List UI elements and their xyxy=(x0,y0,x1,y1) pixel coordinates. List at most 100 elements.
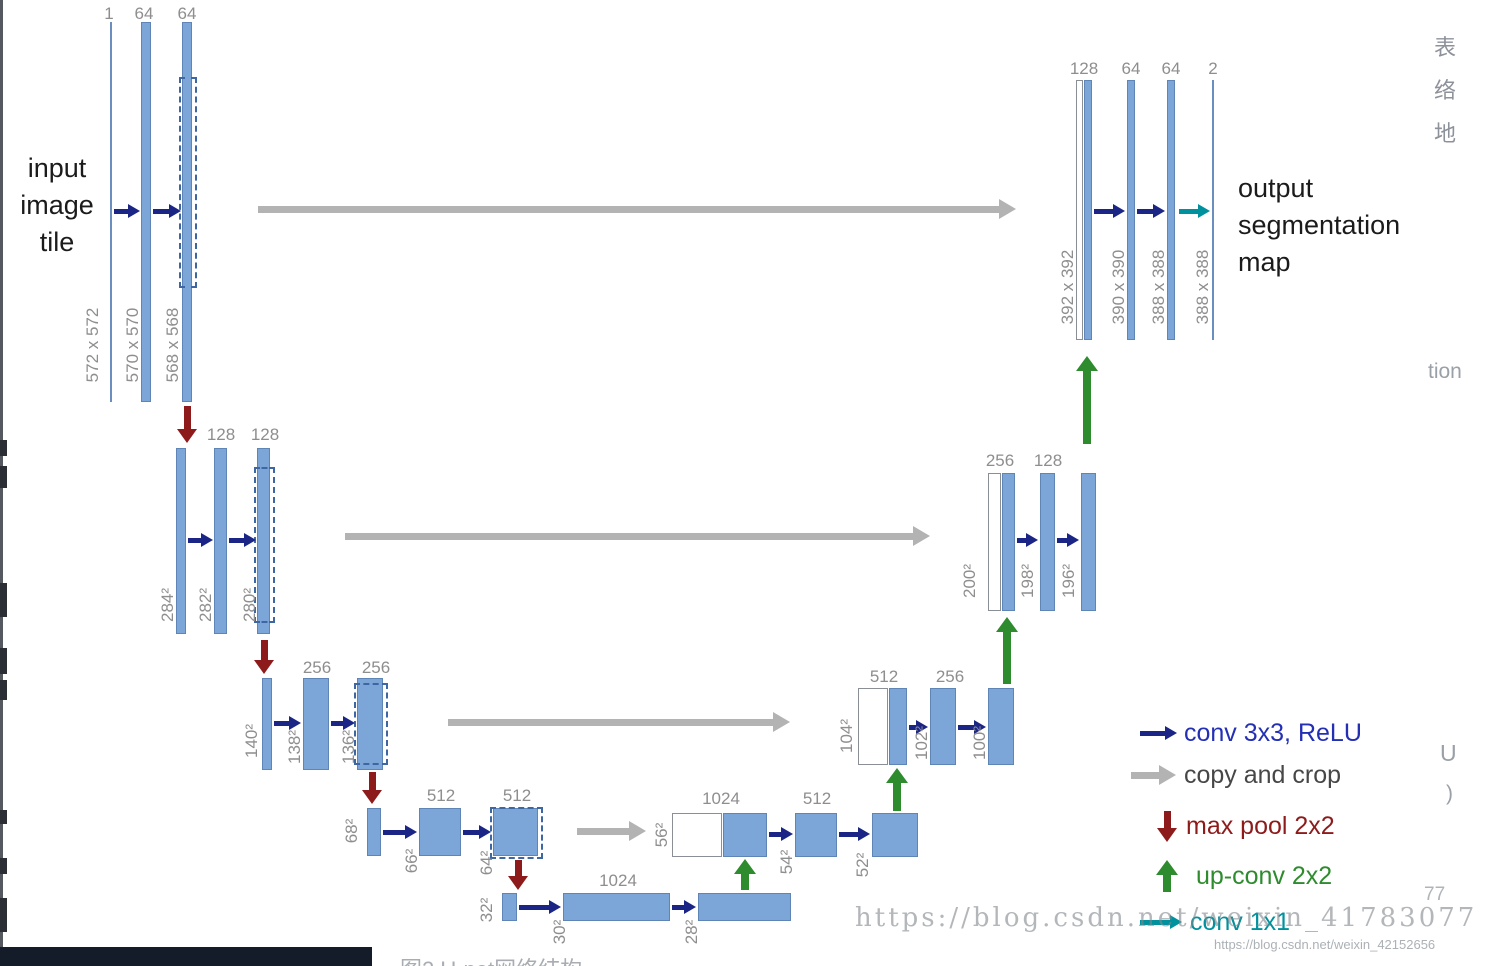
channel-count-label: 128 xyxy=(250,425,280,444)
feature-map-bar xyxy=(1167,80,1175,340)
feature-map-bar xyxy=(795,813,837,857)
feature-map-bar xyxy=(490,807,543,859)
copied-feature-bar xyxy=(672,813,722,857)
conv3x3-arrow xyxy=(1017,537,1027,543)
conv3x3-arrow xyxy=(383,829,406,835)
feature-map-bar xyxy=(563,893,670,921)
copy-and-crop-arrow xyxy=(1131,771,1160,779)
conv3x3-arrow-head xyxy=(169,204,181,218)
watermark-text: https://blog.csdn.net/weixin_41783077 xyxy=(855,903,1478,933)
conv3x3-arrow xyxy=(672,904,685,910)
conv3x3-arrow xyxy=(1137,208,1154,214)
feature-map-bar xyxy=(698,893,791,921)
feature-map-bar xyxy=(1002,473,1015,611)
copy-and-crop-arrow-head xyxy=(773,712,790,732)
feature-map-bar xyxy=(723,813,767,857)
input-label-line: image xyxy=(20,190,94,220)
feature-map-bar xyxy=(367,808,381,856)
left-edge-fragment xyxy=(0,583,7,617)
feature-map-bar xyxy=(176,448,186,634)
conv3x3-arrow-head xyxy=(1153,204,1165,218)
edge-text-fragment: tion xyxy=(1428,360,1462,383)
conv3x3-arrow xyxy=(229,537,245,543)
max-pool-arrow xyxy=(1163,811,1171,829)
output-label-line: map xyxy=(1238,247,1291,277)
max-pool-arrow xyxy=(183,406,191,430)
channel-count-label: 128 xyxy=(1033,451,1063,470)
left-edge-fragment xyxy=(0,898,7,932)
conv3x3-arrow xyxy=(1094,208,1114,214)
feature-map-bar xyxy=(1081,473,1096,611)
feature-map-bar xyxy=(141,22,151,402)
feature-map-bar xyxy=(179,22,197,402)
conv3x3-arrow xyxy=(909,724,917,730)
up-conv-arrow-head xyxy=(1156,860,1178,875)
channel-count-label: 256 xyxy=(935,667,965,686)
feature-map-bar xyxy=(1084,80,1092,340)
feature-map-bar xyxy=(1127,80,1135,340)
channel-count-label: 64 xyxy=(177,4,197,23)
feature-map-bar xyxy=(354,678,388,770)
conv3x3-arrow-head xyxy=(201,533,213,547)
feature-map-bar xyxy=(303,678,329,770)
conv3x3-arrow xyxy=(114,208,129,214)
channel-count-label: 256 xyxy=(361,658,391,677)
feature-map-bar xyxy=(262,678,272,770)
conv3x3-arrow-head xyxy=(549,900,561,914)
legend-item-label: max pool 2x2 xyxy=(1186,812,1335,840)
edge-text-fragment: ) xyxy=(1446,782,1453,805)
copy-and-crop-arrow xyxy=(448,718,774,726)
conv3x3-arrow xyxy=(769,831,782,837)
legend-item-label: conv 1x1 xyxy=(1190,908,1291,936)
watermark-text: https://blog.csdn.net/weixin_42152656 xyxy=(1214,937,1436,952)
conv3x3-arrow xyxy=(463,829,480,835)
left-edge-fragment xyxy=(0,648,7,674)
feature-map-bar xyxy=(930,688,956,765)
conv1x1-arrow xyxy=(1179,208,1199,214)
conv1x1-arrow xyxy=(1140,919,1171,925)
copied-feature-bar xyxy=(1076,80,1083,340)
max-pool-arrow xyxy=(260,640,268,661)
conv3x3-arrow xyxy=(958,724,975,730)
conv1x1-arrow-head xyxy=(1170,915,1182,929)
copied-feature-bar xyxy=(858,688,888,765)
conv3x3-arrow xyxy=(188,537,202,543)
edge-text-fragment: 77 xyxy=(1424,884,1446,905)
channel-count-label: 256 xyxy=(985,451,1015,470)
conv3x3-arrow xyxy=(274,720,290,726)
edge-text-fragment: 络 xyxy=(1434,78,1457,103)
conv3x3-arrow-head xyxy=(1026,533,1038,547)
input-image-tile-label: input image tile xyxy=(7,150,107,261)
crop-dash-region xyxy=(490,807,543,859)
conv3x3-arrow-head xyxy=(1165,726,1177,740)
channel-count-label: 64 xyxy=(1121,59,1141,78)
legend-item-label: copy and crop xyxy=(1184,761,1342,789)
max-pool-arrow-head xyxy=(1157,828,1177,842)
channel-count-label: 512 xyxy=(802,789,832,808)
conv3x3-arrow-head xyxy=(1067,533,1079,547)
conv3x3-arrow-head xyxy=(343,716,355,730)
channel-count-label: 2 xyxy=(1208,59,1218,78)
figure-caption: 图2 U-net网络结构 xyxy=(400,952,582,966)
feature-map-bar xyxy=(988,688,1014,765)
conv3x3-arrow-head xyxy=(684,900,696,914)
left-edge-fragment xyxy=(0,440,7,456)
conv3x3-arrow xyxy=(1140,730,1166,736)
up-conv-arrow xyxy=(1003,631,1011,684)
crop-dash-region xyxy=(179,77,197,288)
bottom-dark-bar xyxy=(0,947,372,966)
max-pool-arrow-head xyxy=(254,660,274,674)
up-conv-arrow-head xyxy=(1076,356,1098,371)
edge-text-fragment: 地 xyxy=(1434,121,1457,146)
max-pool-arrow-head xyxy=(177,429,197,443)
channel-count-label: 1024 xyxy=(599,871,637,890)
conv3x3-arrow-head xyxy=(289,716,301,730)
channel-count-label: 256 xyxy=(302,658,332,677)
up-conv-arrow xyxy=(1083,370,1091,444)
conv3x3-arrow xyxy=(1057,537,1068,543)
copy-and-crop-arrow-head xyxy=(1159,765,1176,785)
